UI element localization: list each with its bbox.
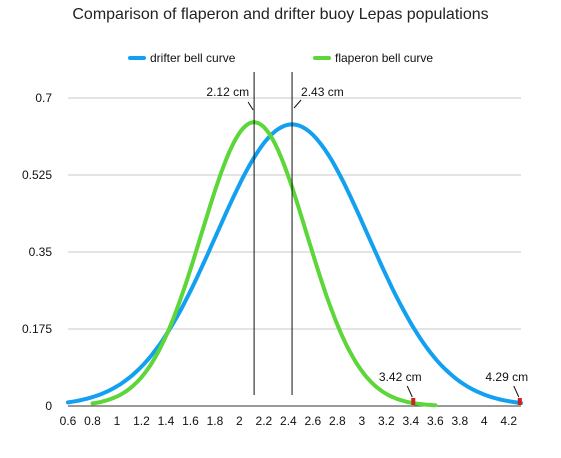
grid-lines bbox=[68, 97, 521, 330]
x-tick-label: 4 bbox=[481, 414, 488, 428]
y-axis: 0 0.175 0.35 0.525 0.7 bbox=[22, 91, 52, 413]
series-lines bbox=[66, 120, 523, 408]
legend-label: flaperon bell curve bbox=[335, 51, 433, 65]
annotation-marker bbox=[411, 398, 416, 405]
annotations: 2.12 cm 2.43 cm 3.42 cm 4.29 cm bbox=[206, 72, 528, 405]
annotation-leader bbox=[293, 99, 302, 109]
x-tick-label: 3 bbox=[358, 414, 365, 428]
legend: drifter bell curve flaperon bell curve bbox=[128, 51, 433, 65]
annotation-label: 2.12 cm bbox=[206, 85, 249, 99]
x-tick-label: 3.6 bbox=[427, 414, 444, 428]
x-tick-label: 2.4 bbox=[280, 414, 297, 428]
x-tick-label: 3.8 bbox=[451, 414, 468, 428]
x-tick-label: 2.2 bbox=[256, 414, 273, 428]
y-tick-label: 0 bbox=[45, 399, 52, 413]
x-tick-label: 2.8 bbox=[329, 414, 346, 428]
x-axis: 0.6 0.8 1 1.2 1.4 1.6 1.8 2 2.2 2.4 2.6 2.8 3 3.2 3.4 3… bbox=[60, 405, 521, 428]
x-tick-label: 0.8 bbox=[84, 414, 101, 428]
series-line-flaperon bbox=[90, 120, 438, 408]
x-tick-label: 1.2 bbox=[133, 414, 150, 428]
annotation-label: 4.29 cm bbox=[485, 370, 528, 384]
x-tick-label: 2 bbox=[236, 414, 243, 428]
y-tick-label: 0.7 bbox=[35, 91, 52, 105]
y-tick-label: 0.175 bbox=[22, 322, 52, 336]
annotation-leader bbox=[406, 385, 413, 398]
annotation-marker bbox=[517, 398, 522, 405]
x-tick-label: 3.2 bbox=[378, 414, 395, 428]
annotation-leader bbox=[247, 101, 254, 111]
series-line-drifter bbox=[66, 122, 523, 405]
x-tick-label: 0.6 bbox=[60, 414, 77, 428]
annotation-leader bbox=[513, 385, 520, 398]
x-tick-label: 1.6 bbox=[182, 414, 199, 428]
x-tick-label: 2.6 bbox=[305, 414, 322, 428]
annotation-label: 2.43 cm bbox=[301, 85, 344, 99]
x-tick-label: 1.8 bbox=[207, 414, 224, 428]
x-tick-label: 3.4 bbox=[402, 414, 419, 428]
annotation-label: 3.42 cm bbox=[379, 370, 422, 384]
x-tick-label: 1.4 bbox=[158, 414, 175, 428]
x-tick-label: 1 bbox=[114, 414, 121, 428]
chart-title: Comparison of flaperon and drifter buoy … bbox=[72, 6, 489, 23]
legend-label: drifter bell curve bbox=[150, 51, 236, 65]
y-tick-label: 0.525 bbox=[22, 168, 52, 182]
y-tick-label: 0.35 bbox=[29, 245, 53, 259]
x-tick-label: 4.2 bbox=[500, 414, 517, 428]
